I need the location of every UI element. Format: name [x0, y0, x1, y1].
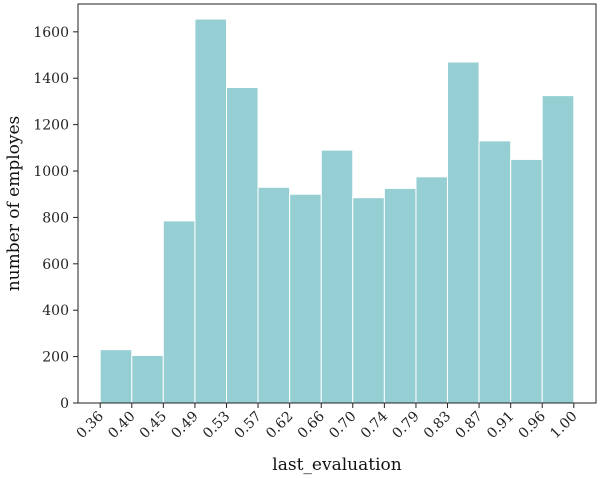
histogram-bar [510, 158, 543, 404]
histogram-bar [162, 220, 196, 404]
y-tick-label: 800 [42, 210, 69, 226]
x-axis-label: last_evaluation [272, 455, 401, 475]
x-tick-label: 0.70 [326, 409, 359, 442]
histogram-bar [257, 186, 291, 404]
histogram-bar [194, 18, 228, 404]
y-tick-label: 200 [42, 350, 69, 366]
x-tick-label: 0.62 [263, 409, 296, 442]
histogram-bar [320, 149, 354, 404]
y-tick-label: 600 [42, 257, 69, 273]
histogram-bar [289, 193, 322, 404]
x-tick-label: 0.74 [358, 408, 391, 441]
y-tick-label: 1200 [33, 118, 69, 134]
histogram-bar [541, 95, 575, 404]
histogram-bar [415, 176, 448, 404]
histogram-bar [99, 349, 133, 404]
x-tick-label: 0.83 [421, 409, 454, 442]
y-axis-label: number of employes [4, 116, 24, 292]
y-tick-label: 400 [42, 303, 69, 319]
x-tick-label: 0.45 [137, 409, 170, 442]
plot-frame [77, 3, 597, 404]
y-tick-label: 1600 [33, 25, 69, 41]
y-tick-label: 1000 [33, 164, 69, 180]
x-tick-label: 0.53 [200, 409, 233, 442]
x-tick-label: 1.00 [547, 409, 580, 442]
y-tick-label: 0 [60, 396, 69, 412]
x-axis-ticks: 0.360.400.450.490.530.570.620.660.700.74… [74, 403, 581, 442]
histogram-bar [478, 140, 512, 404]
x-tick-label: 0.79 [389, 409, 422, 442]
x-tick-label: 0.36 [74, 408, 107, 441]
histogram-bar [383, 187, 417, 404]
histogram-bar [446, 61, 480, 404]
x-tick-label: 0.40 [105, 409, 138, 442]
histogram-bar [131, 354, 164, 404]
x-tick-label: 0.87 [453, 409, 486, 442]
bars-group [99, 18, 575, 404]
x-tick-label: 0.57 [232, 409, 265, 442]
x-tick-label: 0.96 [516, 408, 549, 441]
histogram-bar [226, 87, 259, 404]
x-tick-label: 0.66 [295, 408, 328, 441]
y-axis-ticks: 0 200 400 600 800 1000 1200 1400 1600 [33, 25, 78, 412]
x-tick-label: 0.49 [168, 409, 201, 442]
x-tick-label: 0.91 [484, 409, 517, 442]
histogram-bar [352, 197, 385, 404]
y-tick-label: 1400 [33, 71, 69, 87]
